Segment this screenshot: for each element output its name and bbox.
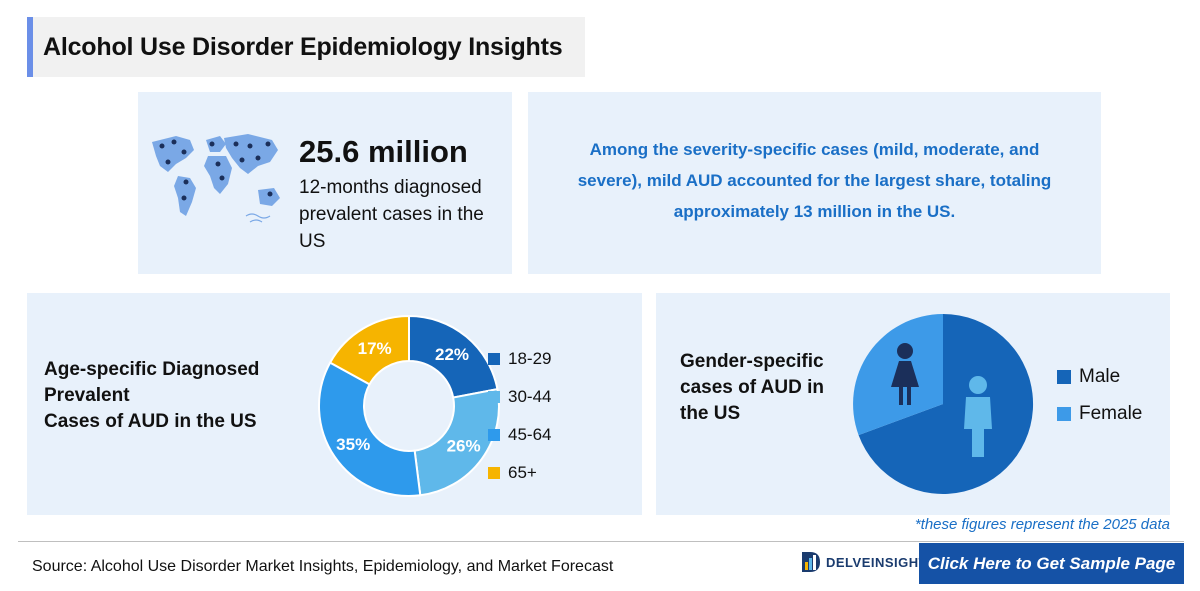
get-sample-page-button[interactable]: Click Here to Get Sample Page bbox=[919, 543, 1184, 584]
gender-panel: Gender-specific cases of AUD in the US M… bbox=[656, 293, 1170, 515]
donut-label: 22% bbox=[435, 345, 469, 364]
male-person-icon bbox=[964, 376, 992, 457]
gender-pie-chart bbox=[853, 313, 1034, 494]
age-title-line: Cases of AUD in the US bbox=[44, 411, 257, 432]
legend-swatch bbox=[488, 429, 500, 441]
donut-label: 35% bbox=[336, 435, 370, 454]
legend-item: 18-29 bbox=[488, 340, 551, 378]
female-person-icon bbox=[891, 343, 919, 405]
donut-slice-65+ bbox=[328, 314, 410, 386]
legend-item: 45-64 bbox=[488, 416, 551, 454]
brand-logo[interactable]: DELVEINSIGHT bbox=[800, 550, 927, 574]
age-title-line: Prevalent bbox=[44, 385, 130, 406]
page-title: Alcohol Use Disorder Epidemiology Insigh… bbox=[43, 33, 563, 61]
source-text: Source: Alcohol Use Disorder Market Insi… bbox=[32, 558, 614, 575]
legend-swatch bbox=[488, 353, 500, 365]
donut-slice-45-64 bbox=[318, 361, 422, 497]
legend-label: 18-29 bbox=[508, 349, 552, 368]
legend-label: 65+ bbox=[508, 463, 537, 482]
title-box: Alcohol Use Disorder Epidemiology Insigh… bbox=[27, 17, 585, 77]
age-donut-chart: 22% 26% 35% 17% bbox=[318, 314, 500, 497]
legend-label: 45-64 bbox=[508, 425, 552, 444]
age-title-line: Age-specific Diagnosed bbox=[44, 359, 260, 380]
stat-value: 25.6 million bbox=[299, 134, 468, 169]
footnote: *these figures represent the 2025 data bbox=[914, 516, 1170, 533]
gender-legend: Male Female bbox=[1057, 358, 1142, 432]
legend-item: Male bbox=[1057, 358, 1142, 395]
insight-panel: Among the severity-specific cases (mild,… bbox=[528, 92, 1101, 274]
gender-title-line: cases of AUD in bbox=[680, 377, 824, 398]
legend-item: 65+ bbox=[488, 454, 551, 492]
gender-section-title: Gender-specific cases of AUD in the US bbox=[680, 349, 850, 427]
age-panel: Age-specific Diagnosed Prevalent Cases o… bbox=[27, 293, 642, 515]
age-legend: 18-29 30-44 45-64 65+ bbox=[488, 340, 551, 492]
person-markers bbox=[159, 139, 273, 201]
pie-slice-male bbox=[858, 313, 1034, 494]
donut-label: 17% bbox=[358, 339, 392, 358]
insight-text: Among the severity-specific cases (mild,… bbox=[577, 140, 1052, 221]
divider bbox=[18, 541, 1184, 542]
gender-title-line: Gender-specific bbox=[680, 351, 824, 372]
legend-label: 30-44 bbox=[508, 387, 552, 406]
legend-item: Female bbox=[1057, 395, 1142, 432]
world-map-icon bbox=[152, 134, 280, 223]
logo-text: DELVEINSIGHT bbox=[826, 554, 928, 570]
legend-swatch bbox=[488, 391, 500, 403]
legend-label: Male bbox=[1079, 365, 1121, 387]
legend-item: 30-44 bbox=[488, 378, 551, 416]
stat-description: 12-months diagnosed prevalent cases in t… bbox=[299, 177, 484, 252]
legend-swatch bbox=[488, 467, 500, 479]
donut-label: 26% bbox=[447, 437, 481, 456]
legend-swatch bbox=[1057, 406, 1071, 421]
legend-label: Female bbox=[1079, 402, 1143, 424]
gender-title-line: the US bbox=[680, 403, 741, 424]
stat-panel: 25.6 million 12-months diagnosed prevale… bbox=[138, 92, 512, 274]
age-section-title: Age-specific Diagnosed Prevalent Cases o… bbox=[44, 357, 284, 435]
legend-swatch bbox=[1057, 369, 1071, 384]
delveinsight-logo-icon bbox=[802, 552, 820, 572]
